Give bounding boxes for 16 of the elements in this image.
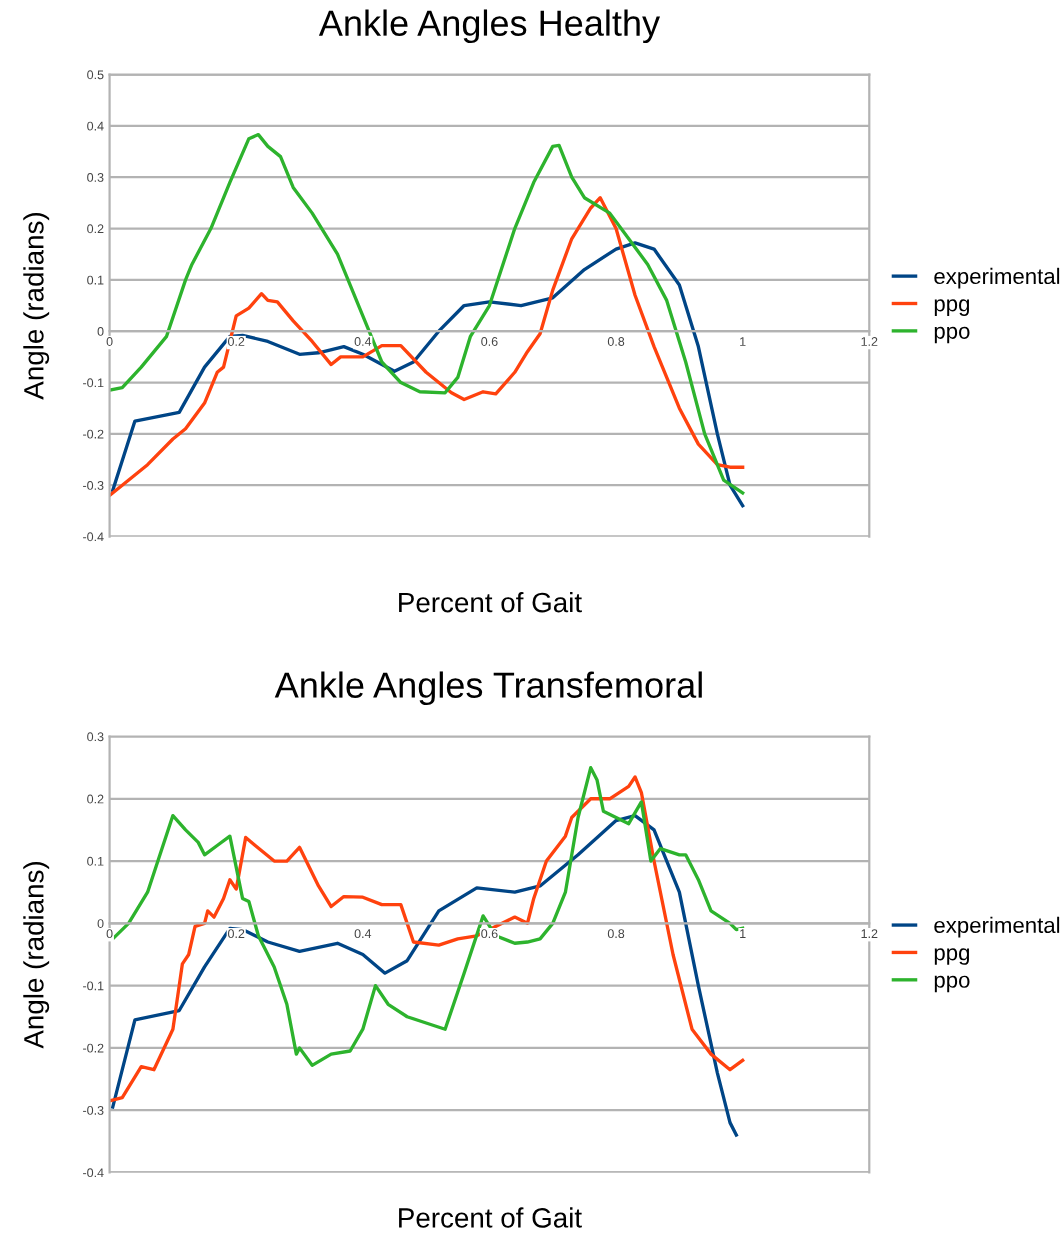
legend-label: ppo (934, 975, 970, 993)
legend-label: experimental (934, 267, 1060, 289)
x-axis-title: Percent of Gait (399, 591, 582, 613)
y-axis-title: Angle (radians) (23, 862, 50, 1049)
x-axis-title: Percent of Gait (399, 1207, 582, 1228)
legend-label: ppo (934, 326, 970, 344)
legend-label: experimental (934, 916, 1060, 938)
line-series (111, 813, 739, 1137)
legend-label: ppg (934, 948, 970, 965)
chart-title: Ankle Angles Healthy (318, 9, 661, 44)
legend-label: ppg (934, 299, 970, 316)
chart-title: Ankle Angles Transfemoral (274, 671, 702, 706)
line-series (109, 132, 745, 495)
line-series (111, 241, 745, 508)
line-series (109, 196, 745, 498)
y-axis-title: Angle (radians) (23, 213, 50, 400)
